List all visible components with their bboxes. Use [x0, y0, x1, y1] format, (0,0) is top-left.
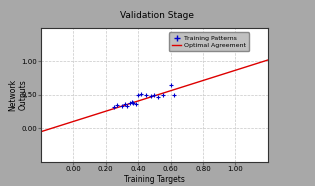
Point	[136, 93, 141, 96]
Point	[144, 93, 149, 96]
Point	[139, 92, 144, 95]
Y-axis label: Network
Outputs: Network Outputs	[9, 79, 28, 111]
Point	[155, 95, 160, 98]
Point	[128, 102, 133, 105]
Legend: Training Patterns, Optimal Agreement: Training Patterns, Optimal Agreement	[169, 32, 249, 51]
Point	[115, 103, 120, 106]
Point	[149, 95, 154, 98]
Point	[171, 93, 176, 96]
Point	[129, 100, 134, 103]
Point	[168, 83, 173, 86]
Text: Validation Stage: Validation Stage	[121, 11, 194, 20]
Point	[152, 93, 157, 96]
Point	[123, 102, 128, 105]
Point	[111, 105, 116, 108]
Point	[124, 104, 129, 107]
Point	[161, 93, 166, 96]
Point	[119, 105, 124, 108]
Point	[133, 103, 138, 106]
X-axis label: Training Targets: Training Targets	[124, 175, 185, 184]
Point	[131, 101, 136, 104]
